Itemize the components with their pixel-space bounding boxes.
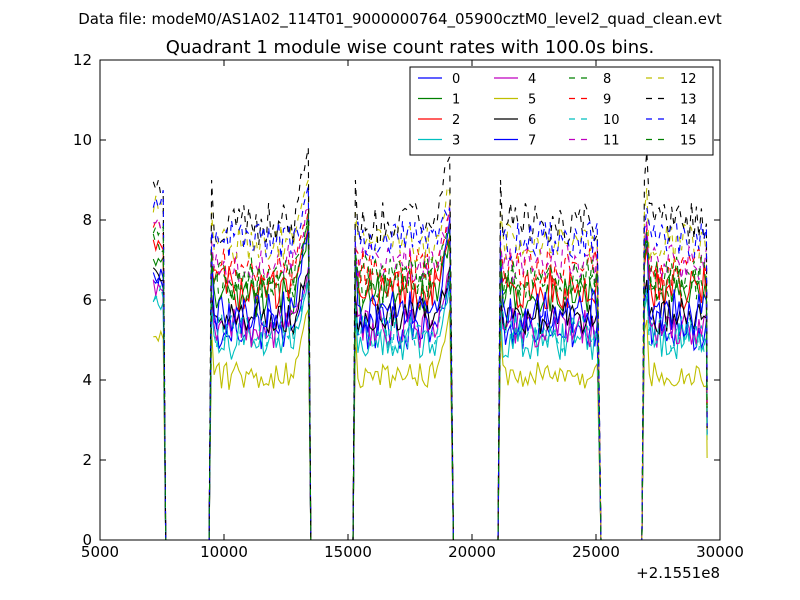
x-offset-label: +2.1551e8 xyxy=(636,564,720,582)
legend-label-10: 10 xyxy=(603,113,620,128)
x-tick-label: 30000 xyxy=(696,543,744,561)
series-layer xyxy=(152,147,708,541)
legend-label-1: 1 xyxy=(452,93,460,108)
series-line-11 xyxy=(153,203,708,541)
y-tick-label: 6 xyxy=(82,291,92,309)
x-tick-label: 20000 xyxy=(448,543,496,561)
y-tick-label: 12 xyxy=(73,51,92,69)
legend-label-2: 2 xyxy=(452,113,460,128)
legend-label-13: 13 xyxy=(680,93,697,108)
x-tick-label: 15000 xyxy=(324,543,372,561)
legend-label-14: 14 xyxy=(680,113,697,128)
x-tick-label: 10000 xyxy=(200,543,248,561)
y-tick-label: 0 xyxy=(82,531,92,549)
x-tick-label: 25000 xyxy=(572,543,620,561)
legend-label-9: 9 xyxy=(603,93,611,108)
legend-label-4: 4 xyxy=(528,72,536,87)
series-line-10 xyxy=(152,271,708,541)
figure-suptitle: Data file: modeM0/AS1A02_114T01_90000007… xyxy=(78,10,722,29)
y-tick-label: 4 xyxy=(82,371,92,389)
legend-label-8: 8 xyxy=(603,72,611,87)
series-line-12 xyxy=(152,179,708,541)
legend-label-0: 0 xyxy=(452,72,460,87)
legend-label-11: 11 xyxy=(603,134,620,149)
y-tick-label: 10 xyxy=(73,131,92,149)
y-tick-label: 8 xyxy=(82,211,92,229)
series-line-15 xyxy=(152,213,708,541)
legend-label-3: 3 xyxy=(452,134,460,149)
legend-label-15: 15 xyxy=(680,134,697,149)
legend-label-5: 5 xyxy=(528,93,536,108)
chart-title: Quadrant 1 module wise count rates with … xyxy=(166,37,655,58)
legend-label-6: 6 xyxy=(528,113,536,128)
legend-frame xyxy=(409,66,714,156)
y-tick-label: 2 xyxy=(82,451,92,469)
legend-label-7: 7 xyxy=(528,134,536,149)
series-line-8 xyxy=(152,219,708,541)
x-tick-label: 5000 xyxy=(81,543,119,561)
legend-label-12: 12 xyxy=(680,72,697,87)
